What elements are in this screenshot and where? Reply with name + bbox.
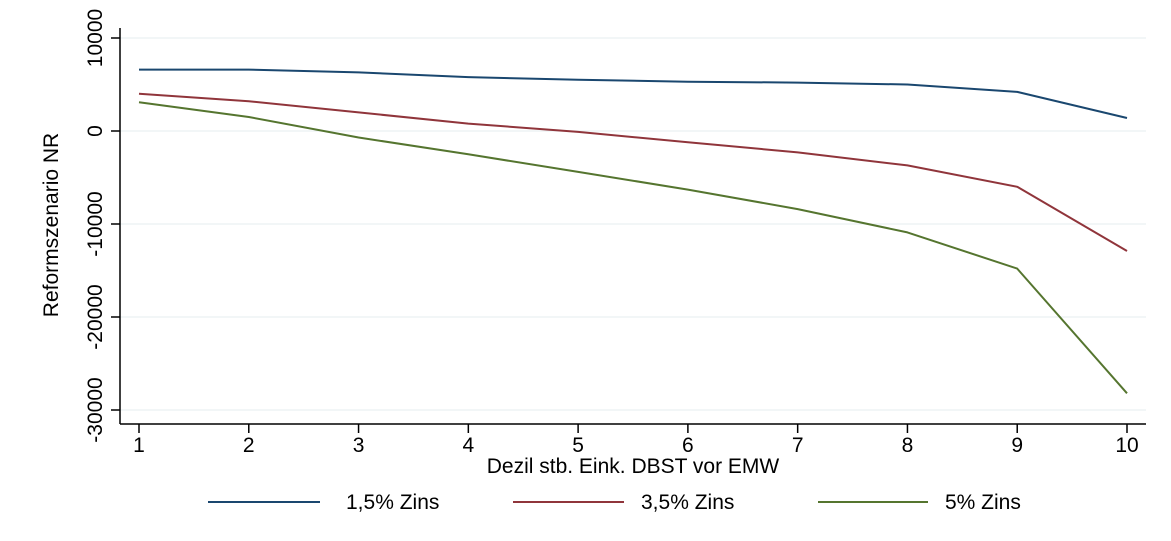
x-axis-title: Dezil stb. Eink. DBST vor EMW <box>487 455 780 478</box>
x-axis: 1 2 3 4 5 6 7 8 9 10 <box>120 423 1146 457</box>
legend-label: 1,5% Zins <box>346 491 439 514</box>
series-lines <box>138 68 1128 394</box>
x-tick-label: 5 <box>572 434 584 457</box>
x-tick-label: 7 <box>792 434 804 457</box>
grid-lines <box>120 37 1146 411</box>
y-tick-label: 10000 <box>84 9 107 67</box>
y-axis: 10000 0 -10000 -20000 -30000 <box>84 9 121 443</box>
x-tick-label: 8 <box>902 434 914 457</box>
series-line-1 <box>139 68 1128 119</box>
y-axis-title: Reformszenario NR <box>40 133 63 317</box>
legend-item: 5% Zins <box>818 491 1021 514</box>
y-tick-label: -20000 <box>84 284 107 349</box>
x-tick-label: 4 <box>462 434 474 457</box>
legend-item: 1,5% Zins <box>208 491 439 514</box>
legend-item: 3,5% Zins <box>513 491 734 514</box>
x-tick-label: 9 <box>1011 434 1023 457</box>
legend-label: 3,5% Zins <box>641 491 734 514</box>
x-tick-label: 10 <box>1115 434 1138 457</box>
x-tick-label: 6 <box>682 434 694 457</box>
series-line-2 <box>138 92 1128 252</box>
x-tick-label: 1 <box>133 434 145 457</box>
legend: 1,5% Zins 3,5% Zins 5% Zins <box>208 491 1021 514</box>
x-tick-label: 2 <box>243 434 255 457</box>
y-tick-label: -30000 <box>84 377 107 442</box>
y-tick-label: -10000 <box>84 191 107 256</box>
x-tick-label: 3 <box>353 434 365 457</box>
y-tick-label: 0 <box>84 125 107 137</box>
series-line-3 <box>138 101 1128 394</box>
legend-label: 5% Zins <box>945 491 1021 514</box>
